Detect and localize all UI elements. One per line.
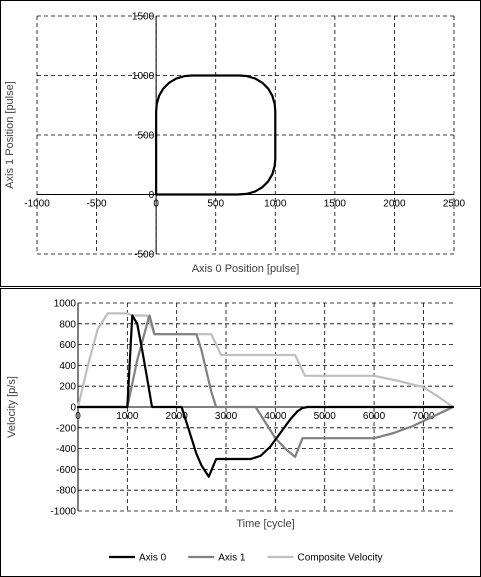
chart-0-ytick-label-2: 500 [137,131,154,142]
chart-0-grid [36,15,455,255]
chart-1-ytick-label-1: -800 [56,486,76,497]
chart-1-ytick-label-6: 200 [59,382,76,393]
chart-1-ytick-label-5: 0 [70,403,76,414]
position-chart: -1000 -500 0 500 1000 1500 2000 2500 -500 0 500 100… [4,12,466,276]
chart-1-y-axis-title: Velocity [p/s] [6,376,18,438]
chart-0-xtick-label-0: -1000 [24,199,50,210]
chart-1-xtick-label-2: 2000 [166,411,189,422]
chart-1-ytick-label-4: -200 [56,423,76,434]
chart-1-legend-label-0: Axis 0 [139,553,167,564]
chart-0-series-0-line [155,74,277,196]
chart-1-ytick-label-2: -600 [56,465,76,476]
chart-1-ytick-label-10: 1000 [54,299,77,310]
chart-1-ytick-label-0: -1000 [50,507,76,518]
chart-0-xtick-label-2: 0 [153,199,159,210]
chart-0-xtick-label-7: 2500 [443,199,466,210]
chart-1-series-2-line [76,312,455,409]
chart-1-series-1-line [76,314,455,459]
chart-1-legend: Axis 0 Axis 1 Composite Velocity [109,553,383,564]
chart-1-ytick-label-7: 400 [59,361,76,372]
chart-1-ytick-label-3: -400 [56,444,76,455]
chart-1-xtick-label-4: 4000 [264,411,287,422]
chart-0-xtick-label-4: 1000 [264,199,287,210]
chart-1-xtick-label-6: 6000 [363,411,386,422]
chart-1-legend-label-2: Composite Velocity [297,553,382,564]
chart-0-x-axis-title: Axis 0 Position [pulse] [192,263,300,275]
position-chart-panel: -1000 -500 0 500 1000 1500 2000 2500 -500 0 500 100… [0,0,481,287]
chart-0-y-axis-title: Axis 1 Position [pulse] [4,81,16,189]
chart-0-ytick-label-1: 0 [149,190,155,201]
chart-0-xtick-label-3: 500 [207,199,224,210]
velocity-chart: 0 1000 2000 3000 4000 5000 6000 7000-1000-800-6… [6,299,455,564]
chart-0-ytick-label-4: 1500 [132,12,155,23]
chart-1-xtick-label-5: 5000 [314,411,337,422]
chart-1-ytick-label-9: 800 [59,319,76,330]
chart-1-x-axis-title: Time [cycle] [236,518,294,530]
chart-0-xtick-label-6: 2000 [383,199,406,210]
chart-1-xtick-label-1: 1000 [116,411,139,422]
velocity-chart-panel: 0 1000 2000 3000 4000 5000 6000 7000 -1000 -800 -6… [0,288,481,577]
chart-1-xtick-label-7: 7000 [412,411,435,422]
chart-1-xtick-label-3: 3000 [215,411,238,422]
chart-0-xtick-label-5: 1500 [324,199,347,210]
chart-0-ytick-label-3: 1000 [132,71,155,82]
chart-0-xtick-label-1: -500 [87,199,107,210]
chart-1-legend-label-1: Axis 1 [218,553,246,564]
chart-1-xtick-label-0: 0 [75,411,81,422]
chart-1-ytick-label-8: 600 [59,340,76,351]
chart-1-series-0-line [76,314,455,478]
chart-0-ytick-label-0: -500 [134,250,154,261]
